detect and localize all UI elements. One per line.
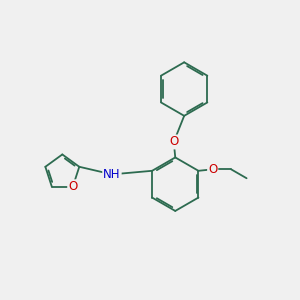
Text: O: O bbox=[169, 136, 178, 148]
Text: NH: NH bbox=[103, 168, 121, 181]
Text: O: O bbox=[208, 163, 217, 176]
Text: O: O bbox=[68, 180, 77, 193]
